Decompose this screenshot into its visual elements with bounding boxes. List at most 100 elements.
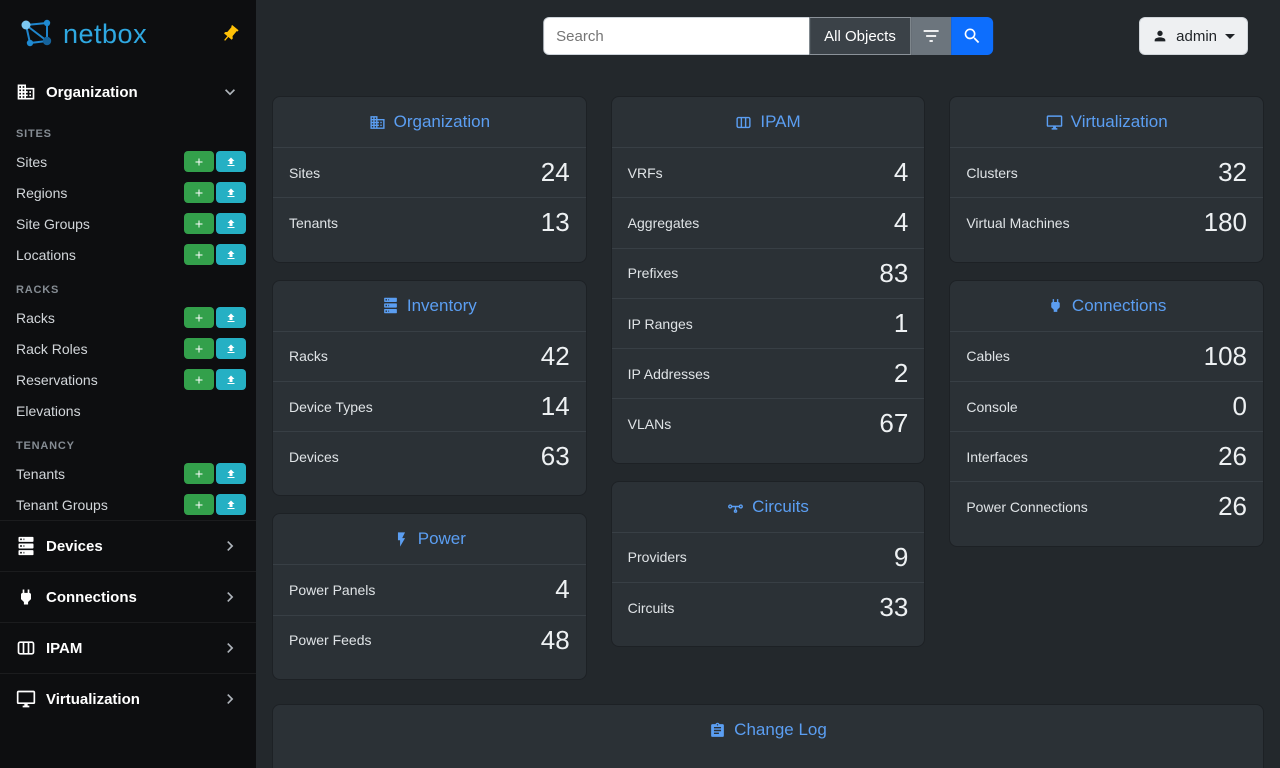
import-button[interactable] [216, 307, 246, 328]
stat-value[interactable]: 4 [555, 574, 570, 605]
row-actions [184, 369, 246, 390]
stat-label: Circuits [627, 599, 675, 616]
sidebar-item-virtualization[interactable]: Virtualization [0, 673, 256, 724]
sidebar-item-devices[interactable]: Devices [0, 520, 256, 571]
stat-value[interactable]: 2 [893, 358, 909, 389]
sidebar-item-rack-roles[interactable]: Rack Roles [0, 333, 256, 364]
search-button[interactable] [950, 17, 993, 55]
import-button[interactable] [216, 244, 246, 265]
sidebar-item-label[interactable]: Elevations [16, 402, 81, 419]
card-title-power[interactable]: Power [273, 514, 586, 564]
add-button[interactable] [184, 213, 214, 234]
card-title-ipam[interactable]: IPAM [612, 97, 925, 147]
sidebar-item-racks[interactable]: Racks [0, 302, 256, 333]
stat-label: Cables [966, 348, 1010, 365]
stat-value[interactable]: 108 [1203, 340, 1248, 371]
add-button[interactable] [184, 494, 214, 515]
add-button[interactable] [184, 151, 214, 172]
search-scope-button[interactable]: All Objects [809, 17, 911, 55]
stat-value[interactable]: 42 [540, 340, 570, 371]
stat-value[interactable]: 63 [540, 441, 570, 472]
sidebar-item-label[interactable]: Site Groups [16, 215, 90, 232]
netbox-logo[interactable]: netbox [16, 14, 147, 54]
stat-value[interactable]: 180 [1203, 207, 1248, 238]
sidebar-item-reservations[interactable]: Reservations [0, 364, 256, 395]
add-button[interactable] [184, 369, 214, 390]
card-title-changelog[interactable]: Change Log [273, 705, 1263, 755]
sidebar-item-regions[interactable]: Regions [0, 177, 256, 208]
stat-label: VRFs [627, 164, 663, 181]
import-button[interactable] [216, 213, 246, 234]
stat-row: VLANs 67 [611, 398, 925, 448]
sidebar-item-organization[interactable]: Organization [0, 70, 256, 114]
add-button[interactable] [184, 182, 214, 203]
import-button[interactable] [216, 369, 246, 390]
plus-icon [193, 312, 205, 324]
import-button[interactable] [216, 151, 246, 172]
card-title-organization[interactable]: Organization [273, 97, 586, 147]
stat-label: IP Addresses [627, 365, 710, 382]
stat-label: Providers [627, 549, 687, 566]
sidebar-item-label[interactable]: Reservations [16, 371, 98, 388]
sidebar-item-tenant-groups[interactable]: Tenant Groups [0, 489, 256, 520]
stat-value[interactable]: 67 [879, 408, 909, 439]
card-title-circuits[interactable]: Circuits [612, 482, 925, 532]
add-button[interactable] [184, 338, 214, 359]
sidebar-item-connections[interactable]: Connections [0, 571, 256, 622]
stat-value[interactable]: 0 [1232, 390, 1248, 421]
import-button[interactable] [216, 182, 246, 203]
stat-value[interactable]: 83 [879, 257, 909, 288]
import-button[interactable] [216, 494, 246, 515]
filter-button[interactable] [910, 17, 951, 55]
sidebar-item-label[interactable]: Regions [16, 184, 68, 201]
row-actions [184, 151, 246, 172]
stat-value[interactable]: 26 [1218, 441, 1248, 472]
pin-icon[interactable] [216, 20, 244, 48]
card-title-inventory[interactable]: Inventory [273, 281, 586, 331]
upload-icon [225, 249, 237, 261]
card-title-connections[interactable]: Connections [950, 281, 1263, 331]
stat-value[interactable]: 1 [893, 307, 909, 338]
stat-value[interactable]: 14 [540, 390, 570, 421]
stat-row: Sites 24 [273, 147, 586, 197]
card-title-virtualization[interactable]: Virtualization [950, 97, 1263, 147]
card-power: Power Power Panels 4 Power Feeds 48 [272, 513, 587, 681]
sidebar-item-site-groups[interactable]: Site Groups [0, 208, 256, 239]
user-menu-button[interactable]: admin [1139, 17, 1248, 55]
stat-value[interactable]: 4 [893, 157, 909, 187]
sidebar-item-tenants[interactable]: Tenants [0, 458, 256, 489]
sidebar-item-label[interactable]: Locations [16, 246, 76, 263]
netbox-logo-icon [21, 19, 52, 47]
sidebar-item-locations[interactable]: Locations [0, 239, 256, 270]
dashboard-column-3: Virtualization Clusters 32 Virtual Machi… [949, 96, 1265, 547]
add-button[interactable] [184, 244, 214, 265]
sidebar-item-elevations[interactable]: Elevations [0, 395, 256, 426]
add-button[interactable] [184, 463, 214, 484]
stat-value[interactable]: 48 [540, 624, 570, 655]
stat-value[interactable]: 32 [1218, 157, 1248, 187]
sidebar-item-label[interactable]: Rack Roles [16, 340, 88, 357]
sidebar-item-ipam[interactable]: IPAM [0, 622, 256, 673]
search-input[interactable] [543, 17, 810, 55]
plus-icon [193, 374, 205, 386]
stat-value[interactable]: 4 [893, 207, 909, 238]
dashboard-column-2: IPAM VRFs 4 Aggregates 4 Prefixes 83 [610, 96, 926, 648]
section-title-racks: RACKS [16, 284, 60, 296]
stat-value[interactable]: 33 [879, 592, 909, 623]
sidebar-item-label[interactable]: Sites [16, 153, 48, 170]
stat-label: Tenants [289, 214, 339, 231]
stat-value[interactable]: 9 [893, 541, 909, 572]
stat-value[interactable]: 13 [540, 207, 570, 238]
import-button[interactable] [216, 463, 246, 484]
sidebar-item-label[interactable]: Tenant Groups [16, 496, 108, 513]
stat-value[interactable]: 24 [540, 157, 570, 187]
sidebar-item-label[interactable]: Tenants [16, 465, 66, 482]
sidebar-item-label[interactable]: Racks [16, 309, 55, 326]
main-area: All Objects admin [256, 0, 1280, 768]
sidebar-item-sites[interactable]: Sites [0, 146, 256, 177]
add-button[interactable] [184, 307, 214, 328]
stat-value[interactable]: 26 [1218, 491, 1248, 522]
import-button[interactable] [216, 338, 246, 359]
card-virtualization: Virtualization Clusters 32 Virtual Machi… [949, 96, 1265, 263]
card-changelog: Change Log [272, 704, 1264, 768]
